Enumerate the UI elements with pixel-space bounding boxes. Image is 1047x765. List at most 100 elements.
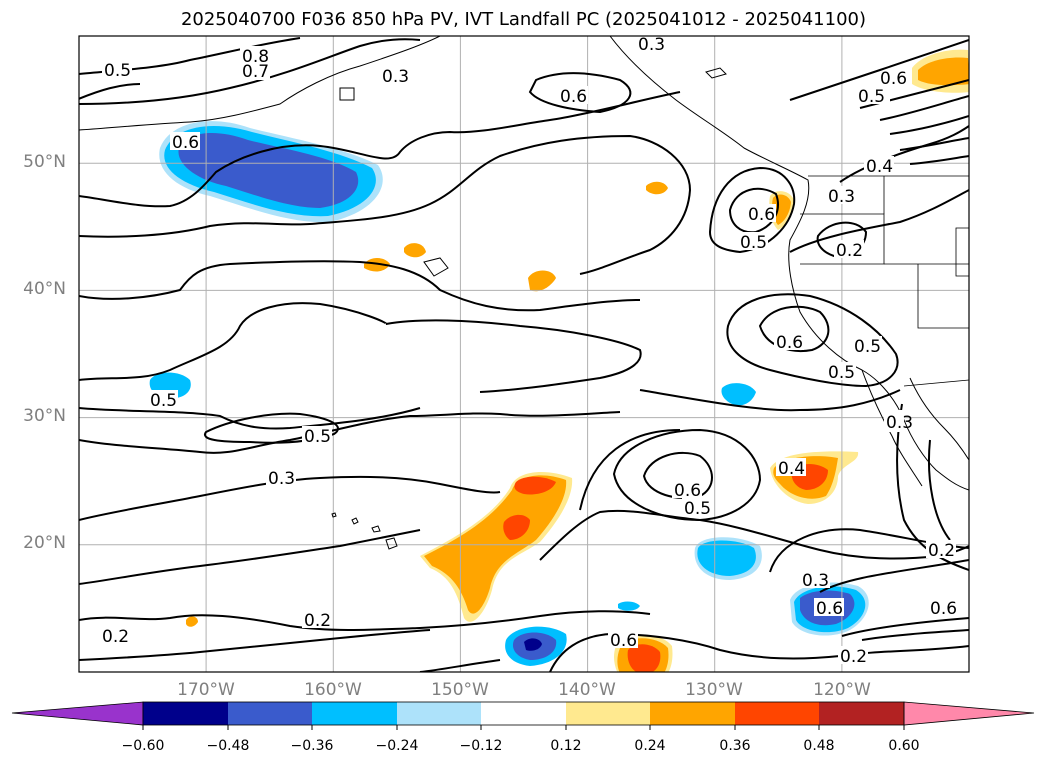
coastline-baja bbox=[861, 369, 923, 487]
contour-line bbox=[642, 451, 713, 499]
colorbar bbox=[11, 701, 1035, 730]
colorbar-segment bbox=[143, 702, 228, 725]
contour-line bbox=[79, 91, 681, 208]
lon-label: 130°W bbox=[685, 680, 743, 700]
pv-region-mid bbox=[721, 383, 756, 406]
pv-region-south-core bbox=[524, 638, 542, 651]
coastline-alaska bbox=[79, 36, 441, 131]
colorbar-segment bbox=[650, 702, 735, 725]
border-us-mexico bbox=[903, 379, 969, 387]
coastline-north-america bbox=[609, 36, 969, 491]
colorbar-tick-label: −0.24 bbox=[375, 738, 419, 754]
island-small bbox=[423, 257, 449, 277]
contour-line bbox=[79, 475, 501, 521]
contour-line bbox=[899, 137, 969, 151]
contour-label: 0.5 bbox=[684, 499, 711, 519]
contour-label: 0.4 bbox=[778, 459, 805, 479]
contour-line bbox=[79, 302, 642, 393]
contour-line bbox=[79, 83, 141, 100]
colorbar-extend-low bbox=[11, 701, 144, 726]
contour-labels: 0.8 0.7 0.5 0.6 0.6 0.3 0.6 0.3 0.5 0.4 … bbox=[100, 36, 958, 667]
pv-region-south-central bbox=[627, 644, 661, 672]
border-state bbox=[800, 213, 885, 265]
contour-lines bbox=[79, 37, 969, 672]
contour-line bbox=[528, 72, 632, 114]
contour-label: 0.2 bbox=[304, 611, 331, 631]
pv-region-canada bbox=[918, 57, 969, 86]
state-borders bbox=[800, 175, 969, 387]
contour-label: 0.6 bbox=[610, 631, 637, 651]
contour-label: 0.5 bbox=[828, 363, 855, 383]
contour-label: 0.6 bbox=[816, 599, 843, 619]
lat-label: 50°N bbox=[23, 152, 66, 172]
contour-line bbox=[79, 260, 641, 312]
contour-label: 0.5 bbox=[150, 391, 177, 411]
contour-label: 0.5 bbox=[304, 427, 331, 447]
contour-label: 0.6 bbox=[674, 481, 701, 501]
contour-line bbox=[839, 125, 969, 183]
map-content: 0.8 0.7 0.5 0.6 0.6 0.3 0.6 0.3 0.5 0.4 … bbox=[79, 36, 969, 672]
colorbar-tick-label: −0.48 bbox=[206, 738, 250, 754]
contour-label: 0.2 bbox=[102, 627, 129, 647]
contour-line bbox=[79, 529, 421, 585]
contour-label: 0.4 bbox=[866, 157, 893, 177]
negative-pv-regions bbox=[149, 121, 869, 666]
contour-label: 0.3 bbox=[828, 187, 855, 207]
pv-region-central bbox=[503, 514, 530, 540]
colorbar-segment bbox=[819, 702, 904, 725]
lon-label: 160°W bbox=[304, 680, 362, 700]
border-state bbox=[917, 264, 969, 329]
contour-label: 0.2 bbox=[840, 647, 867, 667]
contour-label: 0.3 bbox=[802, 571, 829, 591]
island-small bbox=[705, 67, 727, 79]
colorbar-segment bbox=[312, 702, 397, 725]
contour-label: 0.3 bbox=[886, 413, 913, 433]
coastlines bbox=[79, 36, 969, 550]
contour-line bbox=[728, 187, 779, 234]
contour-line bbox=[549, 632, 969, 672]
contour-label: 0.6 bbox=[880, 69, 907, 89]
pv-region-central bbox=[514, 476, 556, 495]
pv-blob bbox=[646, 181, 668, 195]
border-state bbox=[955, 227, 969, 277]
coastline-gulf-california bbox=[909, 377, 969, 461]
pv-region-small bbox=[618, 601, 640, 611]
contour-label: 0.6 bbox=[748, 205, 775, 225]
map-title: 2025040700 F036 850 hPa PV, IVT Landfall… bbox=[180, 9, 867, 30]
colorbar-tick-label: 0.12 bbox=[550, 738, 582, 754]
colorbar-tick-label: 0.60 bbox=[888, 738, 920, 754]
contour-line bbox=[859, 79, 969, 109]
pv-region-southeast bbox=[697, 540, 756, 576]
colorbar-segment bbox=[735, 702, 819, 725]
lat-label: 30°N bbox=[23, 406, 66, 426]
lat-label: 40°N bbox=[23, 279, 66, 299]
pv-region-north-pacific bbox=[178, 133, 359, 208]
contour-line bbox=[579, 429, 681, 511]
contour-line bbox=[789, 39, 969, 101]
pv-blob bbox=[528, 270, 556, 292]
colorbar-tick-label: −0.36 bbox=[290, 738, 334, 754]
colorbar-segment bbox=[228, 702, 312, 725]
colorbar-outline bbox=[142, 701, 905, 726]
contour-line bbox=[79, 407, 421, 430]
colorbar-segment bbox=[566, 702, 650, 725]
island-small bbox=[339, 87, 355, 101]
pv-blob bbox=[404, 243, 426, 258]
colorbar-tick-label: 0.48 bbox=[803, 738, 835, 754]
contour-line bbox=[79, 629, 431, 661]
colorbar-tick-label: 0.36 bbox=[719, 738, 751, 754]
contour-line bbox=[79, 411, 621, 454]
lat-label: 20°N bbox=[23, 533, 66, 553]
colorbar-segment bbox=[481, 702, 566, 725]
contour-label: 0.2 bbox=[836, 241, 863, 261]
contour-line bbox=[79, 38, 421, 105]
contour-label: 0.6 bbox=[776, 333, 803, 353]
lon-label: 150°W bbox=[431, 680, 489, 700]
colorbar-extend-high bbox=[903, 701, 1035, 726]
pv-region-oregon-coast bbox=[772, 194, 791, 225]
contour-line bbox=[726, 293, 899, 388]
contour-label: 0.3 bbox=[382, 67, 409, 87]
map-frame bbox=[78, 35, 970, 673]
contour-line bbox=[708, 166, 796, 254]
